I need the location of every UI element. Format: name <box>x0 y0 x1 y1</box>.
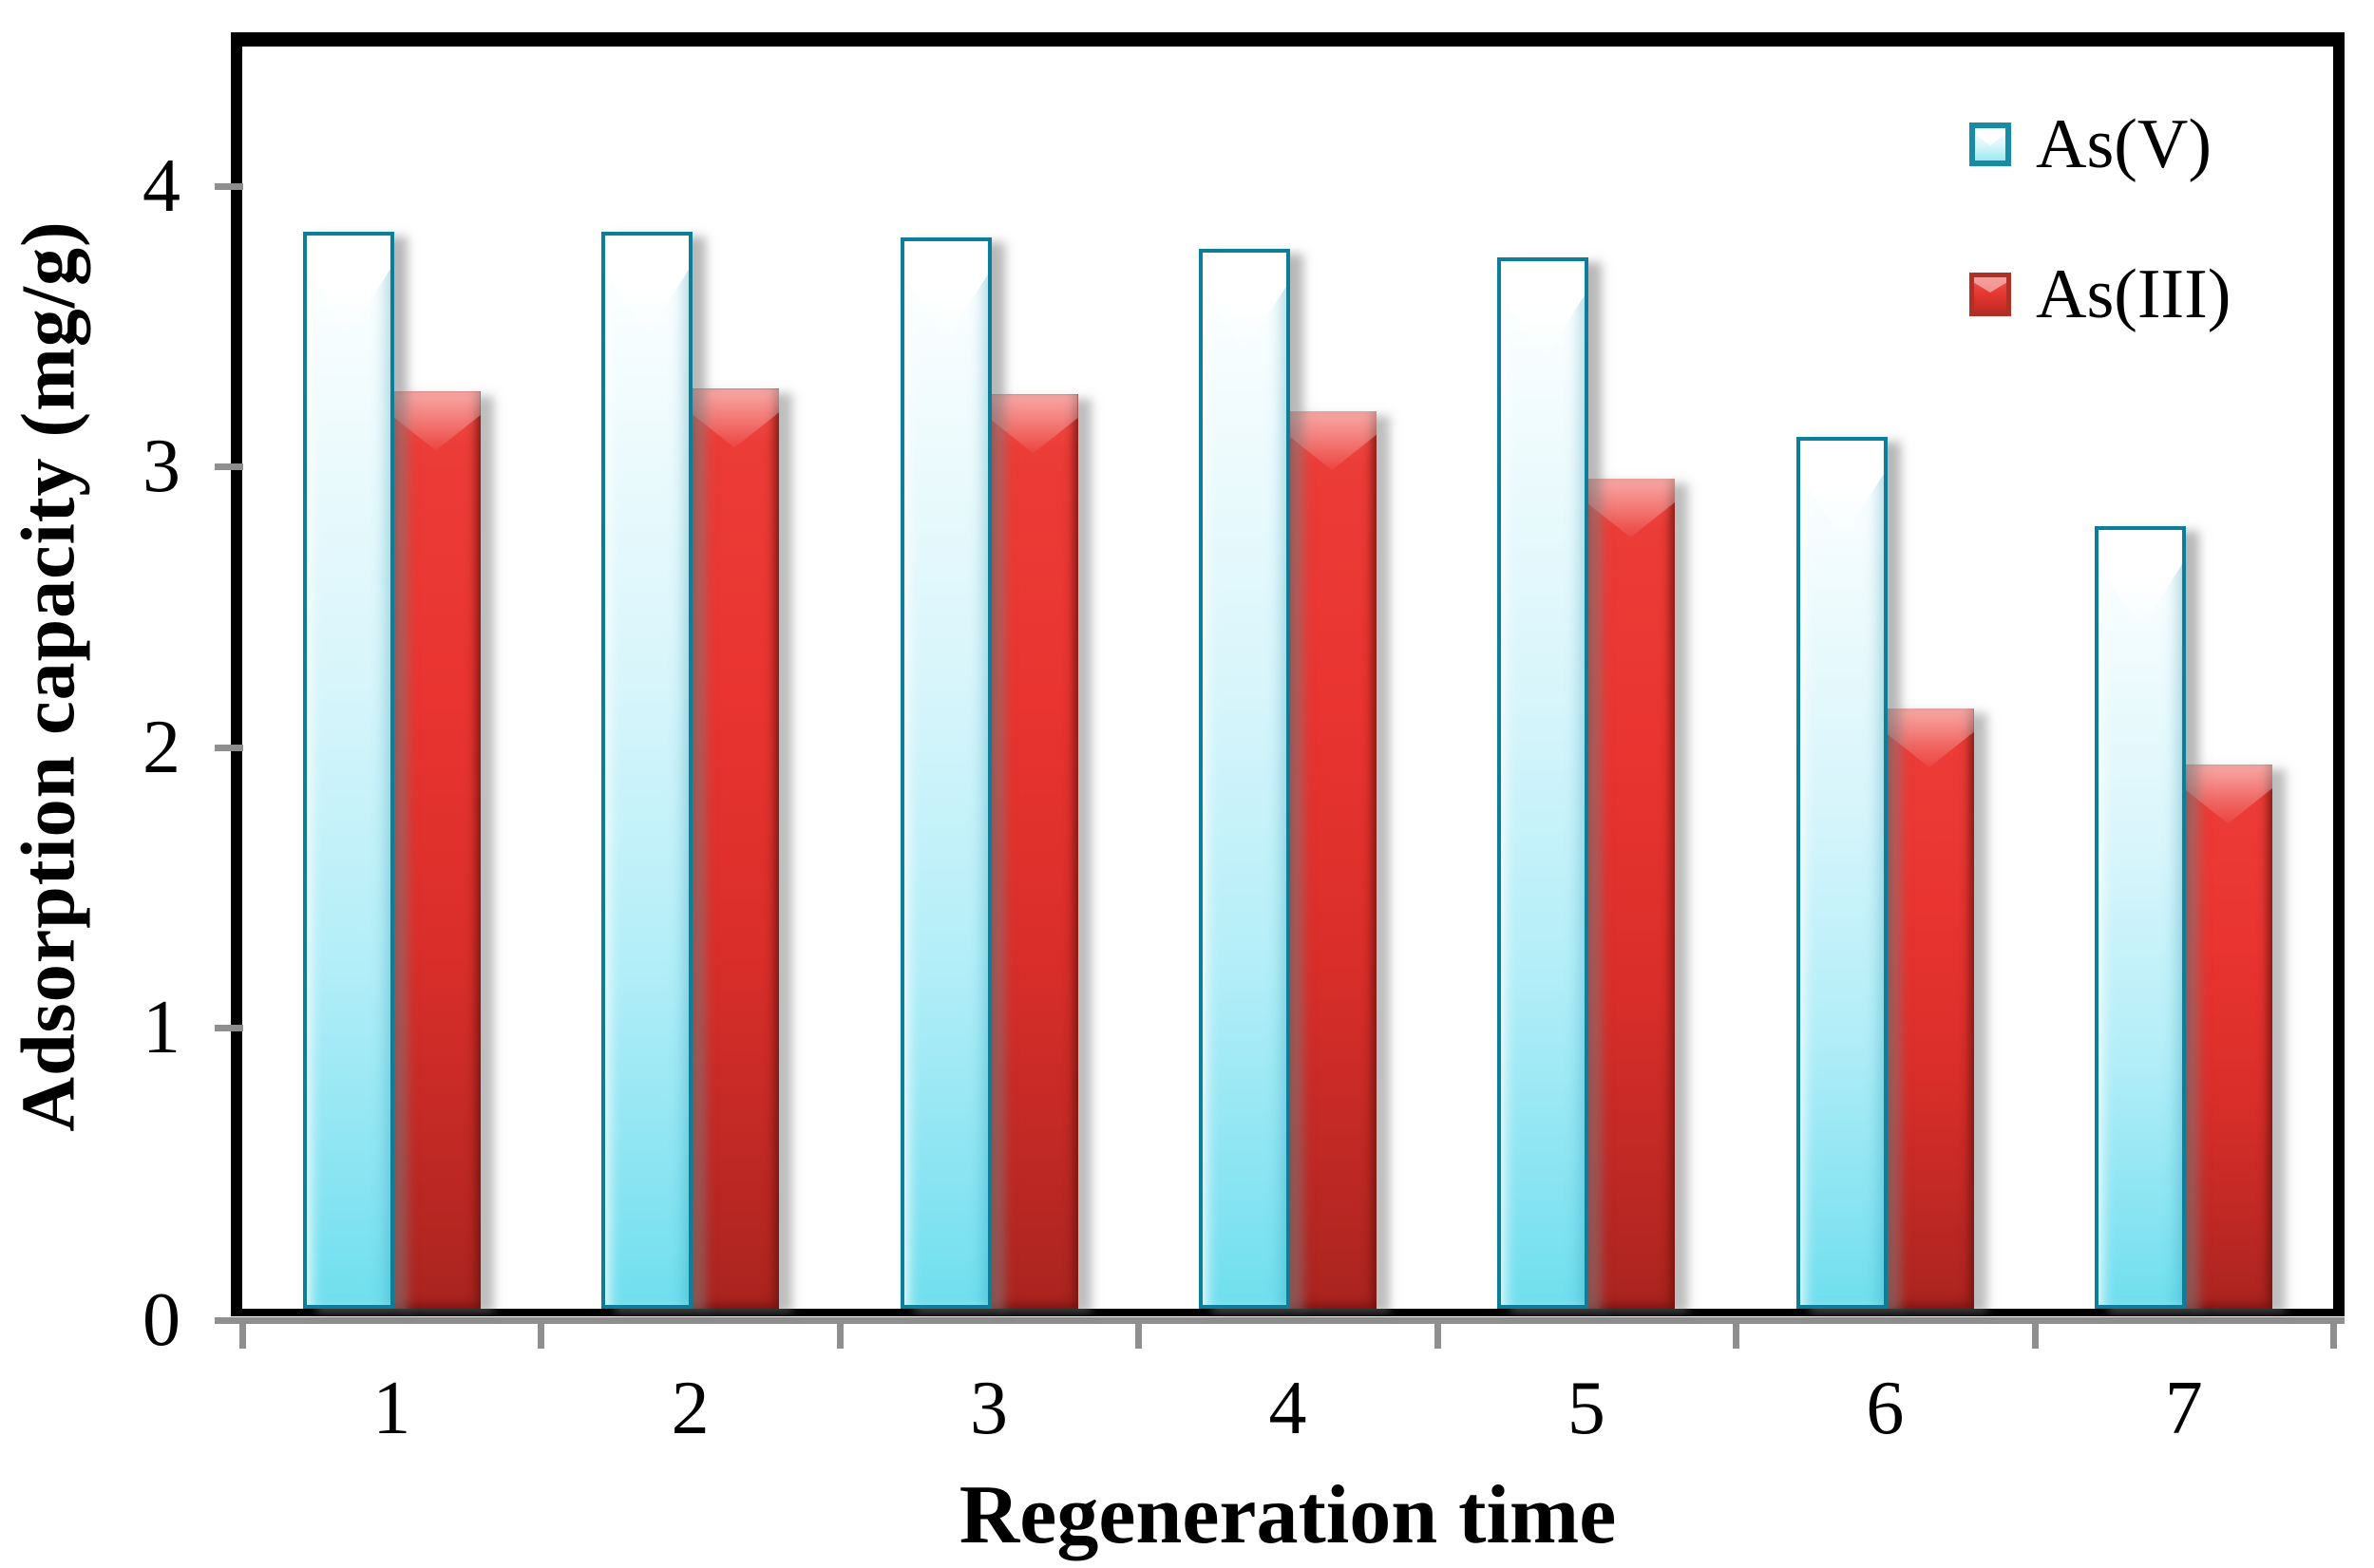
x-tick-label: 2 <box>671 1367 710 1450</box>
bar-asv <box>302 231 394 1309</box>
x-tick <box>239 1322 246 1349</box>
plot-area: As(V) As(III) <box>231 32 2345 1316</box>
y-tick <box>215 1025 243 1032</box>
y-tick-label: 0 <box>142 1278 180 1362</box>
bar-groups-container <box>242 47 2333 1309</box>
legend-item-asiii: As(III) <box>1969 259 2231 330</box>
bar-asv <box>1198 248 1290 1309</box>
bar-group <box>1736 47 2034 1309</box>
bar-asv <box>601 231 693 1309</box>
legend-label-asiii: As(III) <box>2036 255 2232 333</box>
bar-asv <box>2095 526 2187 1309</box>
legend-swatch-asv <box>1969 123 2011 166</box>
y-tick <box>215 463 243 471</box>
bar-asv <box>900 236 992 1309</box>
x-tick <box>1733 1322 1740 1349</box>
y-tick <box>215 182 243 190</box>
legend-swatch-asiii <box>1969 273 2011 316</box>
bar-group <box>2035 47 2333 1309</box>
x-tick <box>538 1322 545 1349</box>
bar-group <box>541 47 839 1309</box>
x-tick <box>2330 1322 2337 1349</box>
bar-asv <box>1497 256 1589 1309</box>
x-tick-label: 3 <box>970 1367 1009 1450</box>
bar-asiii <box>1884 708 1974 1309</box>
x-tick <box>2031 1322 2039 1349</box>
x-tick-label: 6 <box>1866 1367 1905 1450</box>
bar-asiii <box>1586 478 1676 1309</box>
x-tick <box>1434 1322 1441 1349</box>
x-tick <box>1135 1322 1143 1349</box>
bar-group <box>840 47 1138 1309</box>
bar-asiii <box>2183 765 2273 1309</box>
bar-asiii <box>390 391 481 1309</box>
legend-item-asv: As(V) <box>1969 109 2231 179</box>
bar-asv <box>1795 436 1888 1309</box>
bar-asiii <box>1286 410 1377 1309</box>
x-axis-line <box>215 1317 2345 1324</box>
x-tick-label: 1 <box>372 1367 411 1450</box>
bar-group <box>242 47 541 1309</box>
legend-label-asv: As(V) <box>2036 105 2212 183</box>
y-tick-label: 2 <box>142 705 180 789</box>
x-tick <box>836 1322 844 1349</box>
bar-group <box>1138 47 1436 1309</box>
bar-asiii <box>988 394 1078 1309</box>
x-tick-labels: 1 2 3 4 5 6 7 <box>242 1356 2333 1461</box>
y-tick-label: 1 <box>142 986 180 1070</box>
y-tick-label: 3 <box>142 425 180 509</box>
bar-asiii <box>690 388 780 1309</box>
y-tick-label: 4 <box>142 143 180 228</box>
x-tick-label: 7 <box>2164 1367 2203 1450</box>
x-tick-label: 5 <box>1567 1367 1605 1450</box>
x-axis-title: Regeneration time <box>959 1469 1617 1561</box>
x-tick-label: 4 <box>1268 1367 1307 1450</box>
y-tick <box>215 744 243 751</box>
legend: As(V) As(III) <box>1969 109 2231 409</box>
bar-group <box>1437 47 1736 1309</box>
